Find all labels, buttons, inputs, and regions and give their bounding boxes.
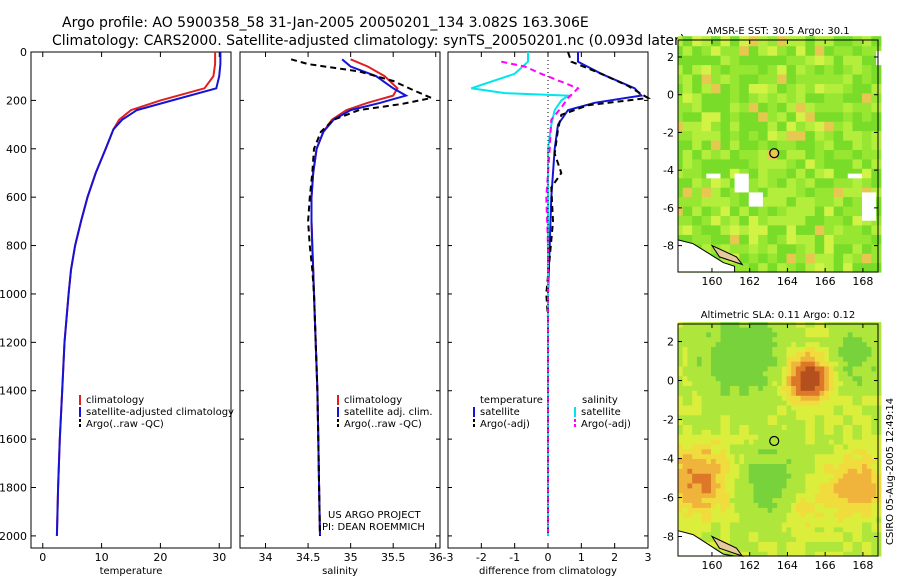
x-tick-label: 164	[777, 275, 798, 288]
x-tick-label: 166	[815, 559, 836, 572]
legend-label: Argo(-adj)	[480, 419, 530, 430]
x-tick-label: 10	[95, 551, 109, 564]
x-tick-label: -2	[476, 551, 487, 564]
timestamp-stamp: CSIRO 05-Aug-2005 12:49:14	[885, 398, 896, 545]
y-tick-label: 1600	[0, 433, 27, 446]
x-tick-label: 0	[545, 551, 552, 564]
x-tick-label: 0	[39, 551, 46, 564]
x-tick-label: 162	[739, 275, 760, 288]
credit-line-1: US ARGO PROJECT	[328, 510, 422, 521]
y-tick-label: -4	[663, 164, 674, 177]
legend-label: climatology	[86, 395, 144, 406]
legend-label: satellite	[480, 407, 520, 418]
salinity-panel: 34 34.5 35 35.5 36 salinity climatologysatelli…	[239, 51, 443, 577]
map-frame	[677, 323, 879, 557]
legend-title-salinity: salinity	[582, 395, 618, 406]
argo-float-marker	[769, 435, 780, 447]
map-title: Altimetric SLA: 0.11 Argo: 0.12	[701, 310, 856, 321]
difference-panel: -3 -2 -1 0 1 2 3 difference from climatology tem…	[443, 51, 652, 577]
x-tick-label: 168	[852, 559, 873, 572]
credit-line-2: PI: DEAN ROEMMICH	[322, 522, 425, 533]
y-tick-label: -2	[663, 414, 674, 427]
map-title: AMSR-E SST: 30.5 Argo: 30.1	[706, 26, 849, 37]
series-line-satellite-adj-clim-	[310, 58, 409, 536]
legend-title-temperature: temperature	[480, 395, 543, 406]
legend-label: climatology	[344, 395, 402, 406]
title-line-1: Argo profile: AO 5900358_58 31-Jan-2005 …	[62, 15, 589, 31]
x-tick-label: 3	[645, 551, 652, 564]
legend-label: satellite	[581, 407, 621, 418]
plot-frame	[30, 51, 232, 549]
x-tick-label: 2	[611, 551, 618, 564]
x-tick-label: 160	[701, 275, 722, 288]
x-tick-label: -1	[509, 551, 520, 564]
series-line-salinity-argo-adj-	[501, 60, 580, 536]
y-tick-label: -6	[663, 202, 674, 215]
island-shape	[710, 244, 744, 266]
y-tick-label: -4	[663, 453, 674, 466]
series-line-climatology	[55, 52, 217, 536]
y-tick-label: -8	[663, 240, 674, 253]
x-tick-label: 162	[739, 559, 760, 572]
sst-map-panel: AMSR-E SST: 30.5 Argo: 30.1 160 162 164 166 1…	[663, 26, 882, 288]
y-tick-label: 1000	[0, 288, 27, 301]
y-tick-label: 0	[667, 375, 674, 388]
x-tick-label: 164	[777, 559, 798, 572]
y-tick-label: 1800	[0, 482, 27, 495]
x-tick-label: 36	[429, 551, 443, 564]
map-cells	[678, 322, 882, 557]
series-line-argo-raw-qc-	[290, 58, 435, 536]
x-tick-label: 35.5	[381, 551, 406, 564]
y-tick-label: 600	[6, 191, 27, 204]
y-tick-label: 800	[6, 240, 27, 253]
x-tick-label: 34	[259, 551, 273, 564]
y-tick-label: -8	[663, 531, 674, 544]
x-tick-label: 1	[578, 551, 585, 564]
map-frame	[677, 39, 879, 273]
y-tick-label: 0	[667, 89, 674, 102]
y-tick-label: 1400	[0, 385, 27, 398]
y-tick-label: 400	[6, 143, 27, 156]
series-line-temperature-satellite	[547, 52, 644, 536]
x-tick-label: 34.5	[296, 551, 321, 564]
x-tick-label: 20	[153, 551, 167, 564]
legend-label: Argo(-adj)	[581, 419, 631, 430]
legend-label: Argo(..raw -QC)	[86, 419, 164, 430]
x-axis-label: salinity	[322, 566, 358, 577]
y-tick-label: -6	[663, 492, 674, 505]
legend-label: satellite-adjusted climatology	[86, 407, 234, 418]
map-cells	[678, 36, 882, 273]
y-tick-label: 1200	[0, 336, 27, 349]
y-tick-label: -2	[663, 126, 674, 139]
sla-map-panel: Altimetric SLA: 0.11 Argo: 0.12 160 162 164…	[663, 310, 882, 572]
legend-label: Argo(..raw -QC)	[344, 419, 422, 430]
x-axis-label: difference from climatology	[479, 566, 617, 577]
y-tick-label: 2	[667, 336, 674, 349]
x-tick-label: 35	[344, 551, 358, 564]
argo-float-marker	[769, 148, 780, 159]
x-tick-label: -3	[443, 551, 454, 564]
title-line-2: Climatology: CARS2000. Satellite-adjuste…	[52, 33, 685, 49]
x-tick-label: 166	[815, 275, 836, 288]
y-tick-label: 2	[667, 51, 674, 64]
x-axis-label: temperature	[100, 566, 163, 577]
x-tick-label: 168	[852, 275, 873, 288]
x-tick-label: 30	[212, 551, 226, 564]
y-tick-label: 200	[6, 94, 27, 107]
series-line-salinity-satellite	[470, 52, 571, 536]
temperature-panel: 0 10 20 30 0 200 400 600 800 1000 1200 1400 1600 1800…	[0, 46, 234, 577]
series-line-temperature-argo-adj-	[545, 51, 652, 536]
x-tick-label: 160	[701, 559, 722, 572]
y-tick-label: 2000	[0, 530, 27, 543]
y-tick-label: 0	[20, 46, 27, 59]
series-line-satellite-adjusted-climatology	[55, 52, 222, 536]
plot-frame	[239, 51, 441, 549]
legend-label: satellite adj. clim.	[344, 407, 433, 418]
